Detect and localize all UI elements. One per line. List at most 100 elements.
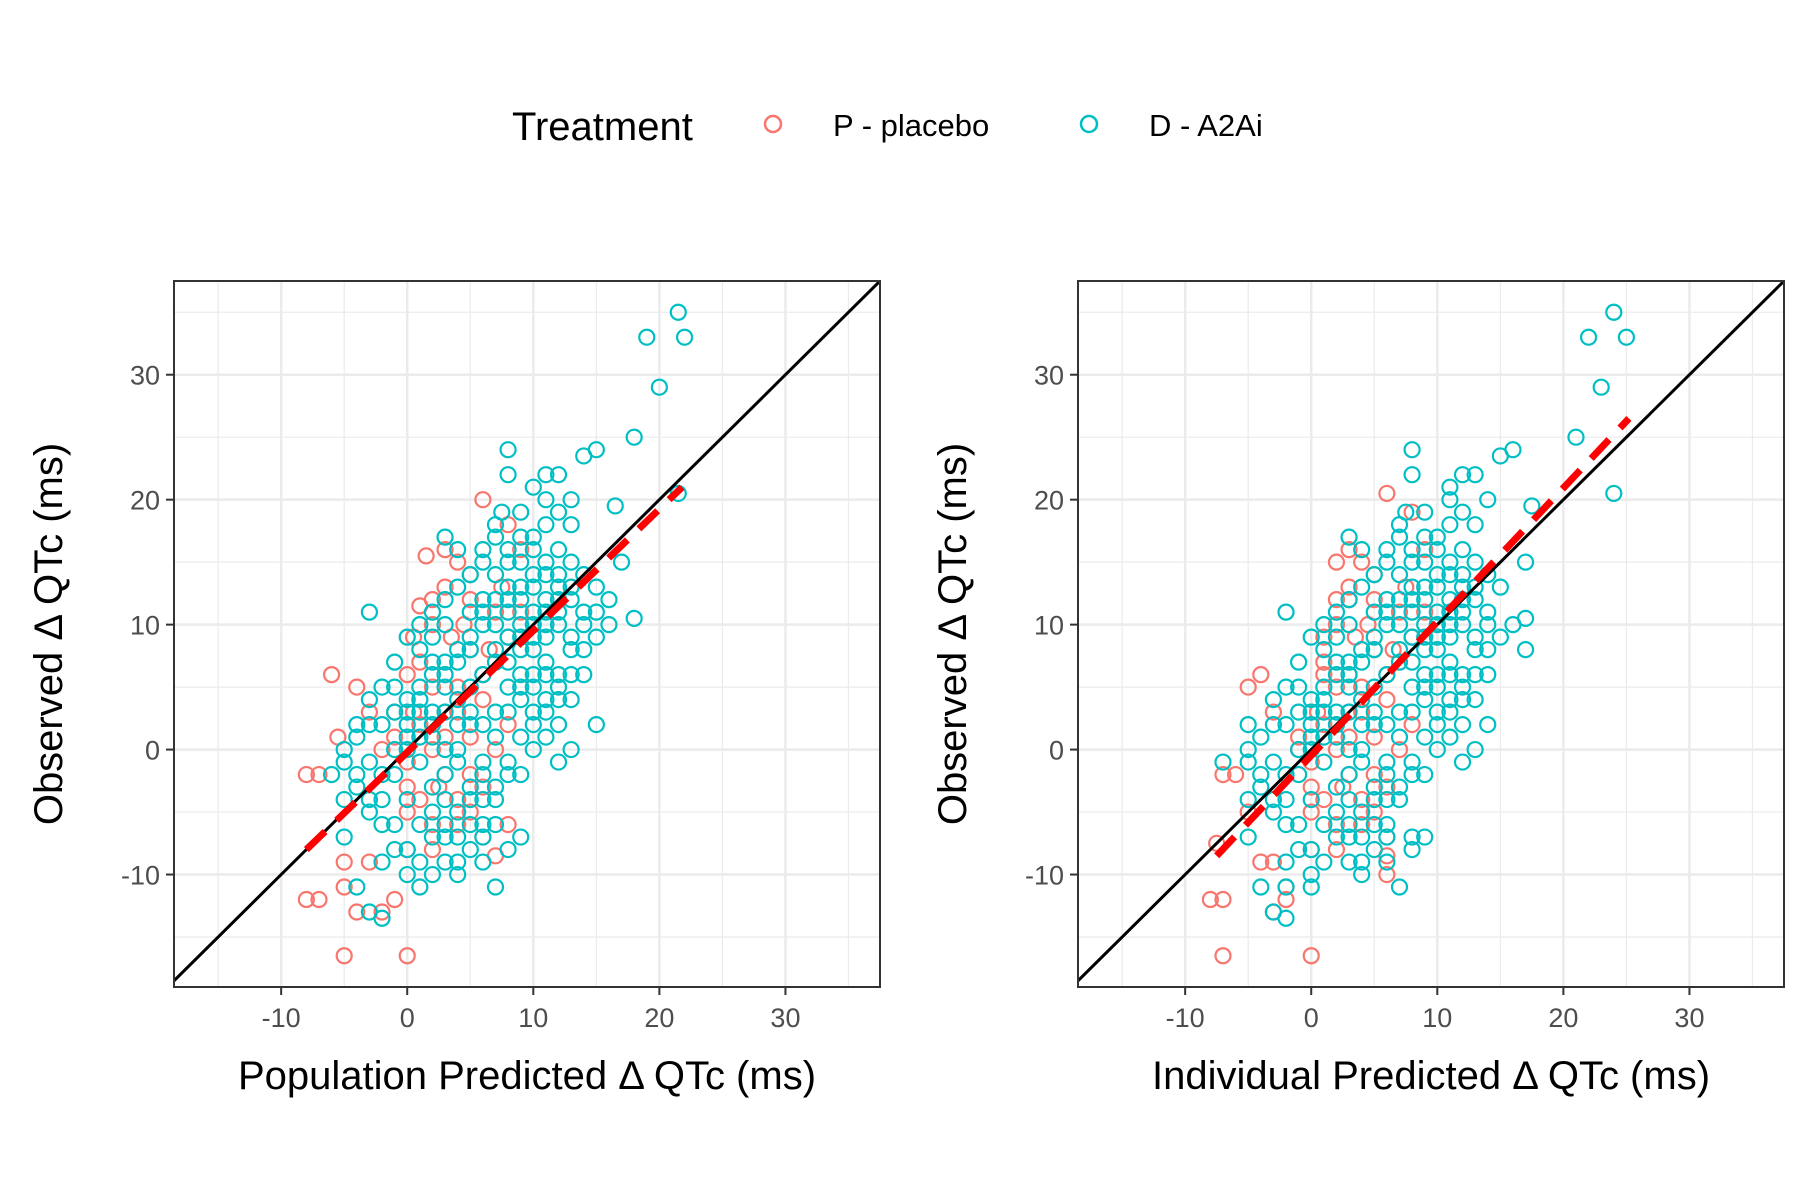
y-tick-label: 20 (1034, 486, 1064, 516)
a2ai-point (1617, 328, 1636, 346)
a2ai-point (1479, 603, 1497, 621)
a2ai-point (562, 516, 580, 534)
a2ai-point (524, 703, 542, 721)
a2ai-point (360, 603, 379, 621)
a2ai-point (1390, 878, 1409, 896)
a2ai-point (386, 815, 404, 834)
placebo-point (1315, 790, 1333, 809)
a2ai-point (373, 715, 391, 734)
a2ai-point (625, 609, 643, 627)
a2ai-point (1302, 715, 1320, 734)
a2ai-point (1441, 491, 1459, 509)
a2ai-point (1302, 790, 1320, 809)
a2ai-point (562, 491, 580, 509)
a2ai-point (1302, 865, 1320, 884)
a2ai-point (499, 753, 517, 771)
a2ai-point (575, 447, 593, 465)
a2ai-point (436, 666, 454, 684)
placebo-point (1327, 815, 1346, 834)
a2ai-point (411, 641, 429, 659)
a2ai-point (1428, 641, 1446, 659)
a2ai-point (1466, 641, 1484, 659)
a2ai-point (348, 878, 366, 896)
a2ai-point (474, 603, 492, 621)
placebo-point (310, 765, 328, 784)
a2ai-point (1416, 828, 1434, 846)
a2ai-point (1416, 591, 1434, 609)
a2ai-point (449, 865, 467, 884)
placebo-point (348, 903, 366, 921)
placebo-point (474, 778, 492, 796)
a2ai-point (1390, 591, 1409, 609)
a2ai-point (549, 715, 568, 734)
placebo-point (1327, 740, 1346, 759)
a2ai-point (524, 641, 542, 659)
a2ai-point (1277, 790, 1295, 809)
x-tick-label: 10 (1422, 1003, 1452, 1033)
a2ai-point (562, 553, 580, 571)
a2ai-point (436, 591, 454, 609)
y-tick-label: 10 (1034, 611, 1064, 641)
a2ai-point (411, 853, 429, 871)
a2ai-point (562, 628, 580, 646)
a2ai-point (537, 703, 555, 721)
a2ai-point (1340, 528, 1358, 546)
a2ai-point (537, 616, 555, 634)
a2ai-point (499, 840, 517, 859)
a2ai-point (549, 541, 568, 559)
a2ai-point (1390, 703, 1409, 721)
scatter-panel-population: -10 0 10 20 30 -10 0 10 20 30 Population Predicted… (27, 280, 881, 1098)
placebo-point (461, 803, 479, 821)
placebo-point (1277, 890, 1295, 909)
a2ai-point (449, 740, 467, 759)
a2ai-point (1523, 497, 1541, 515)
placebo-point (335, 947, 353, 965)
a2ai-point (1315, 678, 1333, 696)
a2ai-point (411, 878, 429, 896)
a2ai-point (486, 591, 505, 609)
a2ai-point (360, 691, 379, 709)
placebo-point (461, 728, 479, 746)
a2ai-point (1378, 616, 1396, 634)
a2ai-point (474, 790, 492, 809)
a2ai-point (1239, 828, 1257, 846)
a2ai-point (436, 740, 454, 759)
a2ai-point (1302, 628, 1320, 646)
a2ai-point (1479, 616, 1497, 634)
a2ai-point (537, 653, 555, 671)
a2ai-point (1390, 528, 1409, 546)
a2ai-point (549, 753, 568, 771)
a2ai-point (398, 703, 416, 721)
a2ai-point (606, 497, 624, 515)
a2ai-point (1315, 703, 1333, 721)
a2ai-point (1403, 553, 1421, 571)
a2ai-point (1353, 653, 1371, 671)
a2ai-point (1605, 303, 1623, 321)
placebo-point (322, 666, 341, 684)
placebo-point (335, 878, 353, 896)
a2ai-point (474, 828, 492, 846)
placebo-point (1327, 553, 1346, 571)
x-tick-label: 30 (770, 1003, 800, 1033)
a2ai-point (512, 691, 530, 709)
a2ai-point (1378, 753, 1396, 771)
a2ai-point (373, 678, 391, 696)
a2ai-point (1378, 591, 1396, 609)
a2ai-point (512, 591, 530, 609)
a2ai-point (1403, 828, 1421, 846)
placebo-point (1252, 666, 1270, 684)
a2ai-point (486, 528, 505, 546)
a2ai-point (587, 628, 605, 646)
a2ai-point (549, 466, 568, 484)
a2ai-point (1214, 753, 1232, 771)
placebo-point (1327, 591, 1346, 609)
a2ai-point (1403, 578, 1421, 596)
a2ai-point (1390, 566, 1409, 584)
a2ai-point (1579, 328, 1598, 346)
a2ai-point (474, 553, 492, 571)
a2ai-point (398, 628, 416, 646)
a2ai-point (1239, 740, 1257, 759)
a2ai-point (1390, 790, 1409, 809)
a2ai-point (1277, 715, 1295, 734)
fit-line (1214, 416, 1632, 859)
